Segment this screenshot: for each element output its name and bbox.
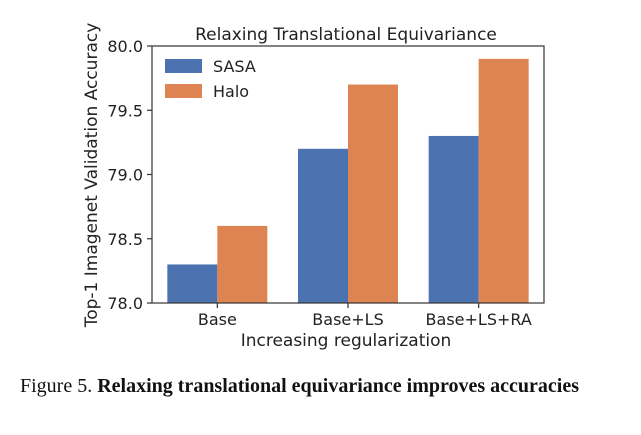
y-axis-label: Top-1 Imagenet Validation Accuracy bbox=[82, 23, 102, 329]
x-axis-label: Increasing regularization bbox=[241, 331, 452, 351]
legend-label-sasa: SASA bbox=[213, 57, 256, 76]
x-tick-label: Base bbox=[198, 310, 237, 329]
legend-swatch-sasa bbox=[165, 59, 202, 73]
legend-label-halo: Halo bbox=[213, 82, 249, 101]
bar-sasa-base-ls bbox=[298, 148, 348, 303]
caption-prefix: Figure 5. bbox=[20, 375, 93, 397]
caption-text: Relaxing translational equivariance impr… bbox=[97, 375, 580, 397]
bar-halo-base bbox=[217, 225, 268, 303]
bar-halo-base-ls-ra bbox=[478, 58, 529, 303]
x-axis: Base Base+LS Base+LS+RA bbox=[198, 303, 532, 329]
plot-area bbox=[151, 45, 545, 304]
figure-caption: Figure 5. Relaxing translational equivar… bbox=[20, 372, 630, 400]
y-tick-label: 79.5 bbox=[107, 101, 143, 120]
chart-title: Relaxing Translational Equivariance bbox=[195, 25, 497, 45]
y-tick-label: 79.0 bbox=[107, 166, 143, 185]
y-tick-label: 78.0 bbox=[107, 294, 143, 313]
bar-chart: Relaxing Translational Equivariance 78.0… bbox=[82, 23, 545, 351]
x-tick-label: Base+LS+RA bbox=[426, 310, 532, 329]
x-tick-label: Base+LS bbox=[312, 310, 383, 329]
bar-sasa-base-ls-ra bbox=[428, 135, 479, 303]
bar-halo-base-ls bbox=[348, 84, 398, 303]
y-axis: 78.0 78.5 79.0 79.5 80.0 bbox=[107, 37, 152, 313]
y-tick-label: 78.5 bbox=[107, 230, 143, 249]
legend: SASA Halo bbox=[165, 57, 256, 101]
y-tick-label: 80.0 bbox=[107, 37, 143, 56]
bar-sasa-base bbox=[167, 264, 218, 303]
legend-swatch-halo bbox=[165, 84, 202, 98]
